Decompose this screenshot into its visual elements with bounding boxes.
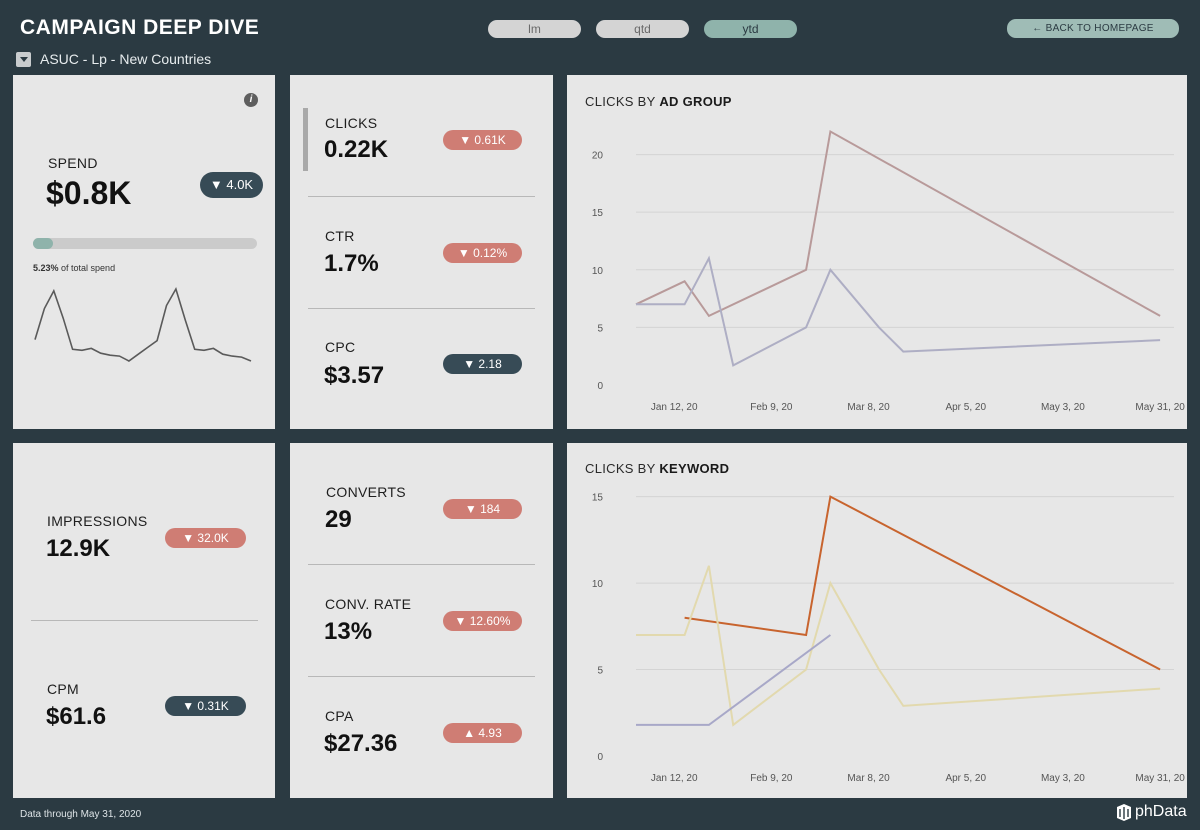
x-tick-label: Apr 5, 20 — [945, 773, 986, 784]
spend-sparkline — [34, 286, 252, 362]
spend-share-pct: 5.23% — [33, 263, 59, 273]
phdata-logo-text: phData — [1135, 803, 1187, 820]
ctr-delta-badge: ▼ 0.12% — [443, 243, 522, 263]
spend-share-text: 5.23% of total spend — [33, 263, 115, 273]
cpa-label: CPA — [325, 708, 354, 724]
spend-sparkline-line — [34, 286, 252, 362]
x-tick-label: Feb 9, 20 — [750, 402, 793, 413]
keyword-line-chart: 0 5 10 15 Jan 12, 20 Feb 9, 20 Mar 8, 20 Apr 5,… — [592, 493, 1185, 784]
cpm-label: CPM — [47, 681, 80, 697]
converts-label: CONVERTS — [326, 484, 406, 500]
chart-title-emphasis: AD GROUP — [659, 94, 732, 109]
spend-card: i SPEND $0.8K ▼ 4.0K 5.23% of total spen… — [13, 75, 275, 429]
cpc-delta-badge: ▼ 2.18 — [443, 354, 522, 374]
cpm-value: $61.6 — [46, 703, 107, 730]
clicks-label: CLICKS — [325, 115, 378, 131]
cpc-label: CPC — [325, 339, 356, 355]
x-tick-label: Jan 12, 20 — [651, 402, 698, 413]
spend-share-caption: of total spend — [58, 263, 116, 273]
impressions-delta-badge: ▼ 32.0K — [165, 528, 246, 548]
conversion-kpi-card: CONVERTS 29 ▼ 184 CONV. RATE 13% ▼ 12.60… — [290, 443, 553, 798]
cpc-value: $3.57 — [324, 362, 385, 389]
divider — [308, 308, 535, 309]
divider — [308, 196, 535, 197]
x-tick-label: Mar 8, 20 — [847, 402, 890, 413]
back-to-homepage-button[interactable]: ← BACK TO HOMEPAGE — [1007, 19, 1179, 38]
keyword-chart-title: CLICKS BY KEYWORD — [585, 461, 729, 476]
y-tick-label: 10 — [592, 579, 604, 590]
y-tick-label: 15 — [592, 208, 604, 219]
y-tick-label: 5 — [597, 666, 603, 677]
ad-group-line-chart: 0 5 10 15 20 Jan 12, 20 Feb 9, 20 Mar 8, 20 Apr … — [592, 129, 1185, 413]
ad-group-chart-title: CLICKS BY AD GROUP — [585, 94, 732, 109]
x-tick-label: May 31, 20 — [1135, 402, 1185, 413]
clicks-delta-badge: ▼ 0.61K — [443, 130, 522, 150]
ctr-label: CTR — [325, 228, 355, 244]
converts-delta-badge: ▼ 184 — [443, 499, 522, 519]
engagement-kpi-card: CLICKS 0.22K ▼ 0.61K CTR 1.7% ▼ 0.12% CP… — [290, 75, 553, 429]
chart-title-prefix: CLICKS BY — [585, 461, 656, 476]
cpa-delta-badge: ▲ 4.93 — [443, 723, 522, 743]
campaign-filter-value[interactable]: ASUC - Lp - New Countries — [40, 51, 212, 67]
series-line-1 — [684, 495, 1161, 671]
divider — [308, 564, 535, 565]
dropdown-arrow-icon[interactable] — [16, 51, 31, 67]
chart-title-emphasis: KEYWORD — [659, 461, 730, 476]
selected-indicator — [303, 108, 308, 171]
y-tick-label: 0 — [597, 752, 603, 763]
divider — [308, 676, 535, 677]
phdata-logo: phData — [1116, 803, 1187, 821]
conv-rate-label: CONV. RATE — [325, 596, 412, 612]
series-line-2 — [636, 565, 1161, 727]
cpa-value: $27.36 — [324, 730, 398, 757]
divider — [31, 620, 258, 621]
phdata-logo-icon — [1117, 804, 1131, 821]
y-tick-label: 10 — [592, 266, 604, 277]
period-button-ytd[interactable]: ytd — [704, 20, 797, 38]
spend-value: $0.8K — [46, 175, 132, 211]
ctr-value: 1.7% — [324, 250, 379, 277]
campaign-filter[interactable]: ASUC - Lp - New Countries — [16, 51, 211, 67]
chart-title-prefix: CLICKS BY — [585, 94, 656, 109]
x-tick-label: May 3, 20 — [1041, 402, 1085, 413]
x-tick-label: Feb 9, 20 — [750, 773, 793, 784]
conv-rate-value: 13% — [324, 618, 373, 645]
x-tick-label: May 31, 20 — [1135, 773, 1185, 784]
impressions-label: IMPRESSIONS — [47, 513, 148, 529]
y-tick-label: 15 — [592, 493, 604, 504]
y-tick-label: 0 — [597, 381, 603, 392]
y-tick-label: 5 — [597, 323, 603, 334]
clicks-value: 0.22K — [324, 136, 389, 163]
spend-label: SPEND — [48, 155, 98, 171]
period-button-qtd[interactable]: qtd — [596, 20, 689, 38]
converts-value: 29 — [325, 506, 352, 533]
ad-group-chart-card: CLICKS BY AD GROUP 0 5 10 15 20 Jan 12, 20 Feb… — [567, 75, 1187, 429]
series-line-3 — [636, 634, 831, 726]
page-title: CAMPAIGN DEEP DIVE — [20, 16, 260, 39]
info-icon[interactable]: i — [244, 93, 258, 107]
series-line-1 — [635, 129, 1161, 318]
x-tick-label: Jan 12, 20 — [651, 773, 698, 784]
data-through-note: Data through May 31, 2020 — [20, 809, 142, 820]
spend-share-fill — [33, 238, 54, 249]
x-tick-label: Mar 8, 20 — [847, 773, 890, 784]
x-tick-label: Apr 5, 20 — [945, 402, 986, 413]
reach-kpi-card: IMPRESSIONS 12.9K ▼ 32.0K CPM $61.6 ▼ 0.… — [13, 443, 275, 798]
spend-delta-badge: ▼ 4.0K — [200, 172, 263, 198]
conv-rate-delta-badge: ▼ 12.60% — [443, 611, 522, 631]
spend-share-bar — [33, 238, 257, 249]
keyword-chart-card: CLICKS BY KEYWORD 0 5 10 15 Jan 12, 20 Feb 9,… — [567, 443, 1187, 798]
cpm-delta-badge: ▼ 0.31K — [165, 696, 246, 716]
period-button-lm[interactable]: lm — [488, 20, 581, 38]
series-line-2 — [636, 255, 1161, 367]
y-tick-label: 20 — [592, 151, 604, 162]
x-tick-label: May 3, 20 — [1041, 773, 1085, 784]
impressions-value: 12.9K — [46, 535, 111, 562]
